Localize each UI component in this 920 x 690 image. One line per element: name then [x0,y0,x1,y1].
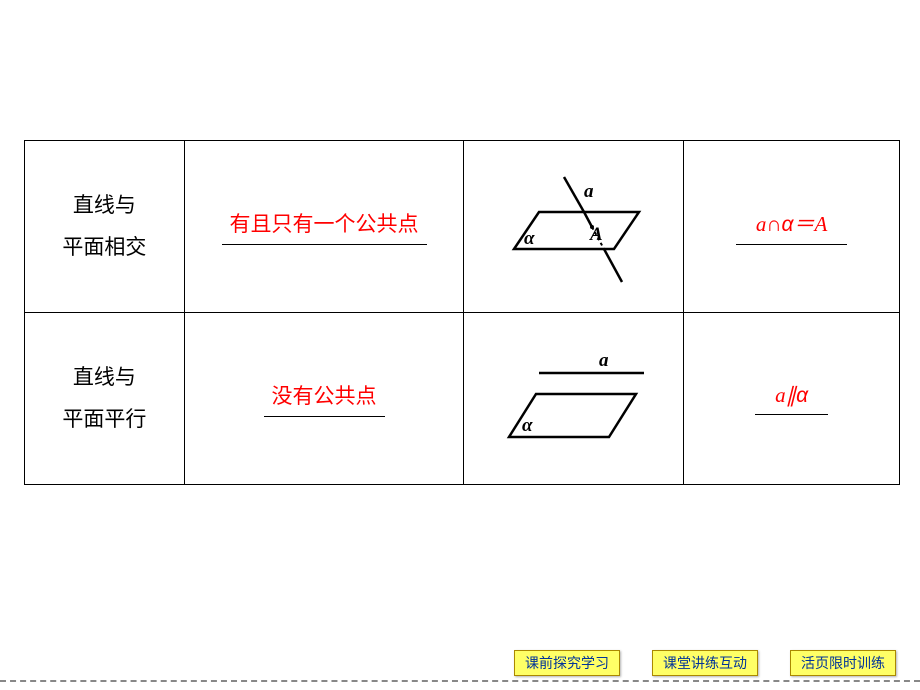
label-line2: 平面相交 [25,227,184,269]
label-alpha: α [524,228,535,249]
diagram-cell: a A α [464,141,684,313]
bottom-bar: 课前探究学习 课堂讲练互动 活页限时训练 [0,652,920,682]
parallel-diagram: a α [484,329,664,469]
label-alpha: α [522,415,533,436]
label-a: a [599,350,609,371]
label-line2: 平面平行 [25,399,184,441]
intersect-diagram: a A α [484,157,664,297]
dashed-divider [0,680,920,682]
label-line1: 直线与 [25,357,184,399]
table-row: 直线与 平面相交 有且只有一个公共点 a A α [25,141,900,313]
label-line1: 直线与 [25,185,184,227]
description-text: 有且只有一个公共点 [222,208,427,245]
nav-buttons-container: 课前探究学习 课堂讲练互动 活页限时训练 [514,650,896,676]
diagram-cell: a α [464,313,684,485]
description-cell: 没有公共点 [184,313,464,485]
row-label-cell: 直线与 平面相交 [25,141,185,313]
label-a: a [584,181,594,202]
notation-cell: a∥α [684,313,900,485]
notation-text: a∩α＝A [736,208,847,245]
description-cell: 有且只有一个公共点 [184,141,464,313]
notation-text: a∥α [755,383,828,415]
notation-cell: a∩α＝A [684,141,900,313]
row-label-cell: 直线与 平面平行 [25,313,185,485]
table-row: 直线与 平面平行 没有公共点 a α a∥α [25,313,900,485]
relation-table: 直线与 平面相交 有且只有一个公共点 a A α [24,140,900,485]
description-text: 没有公共点 [264,380,385,417]
nav-btn-exercise[interactable]: 活页限时训练 [790,650,896,676]
nav-btn-practice[interactable]: 课堂讲练互动 [652,650,758,676]
main-table-container: 直线与 平面相交 有且只有一个公共点 a A α [24,140,900,485]
nav-btn-study[interactable]: 课前探究学习 [514,650,620,676]
